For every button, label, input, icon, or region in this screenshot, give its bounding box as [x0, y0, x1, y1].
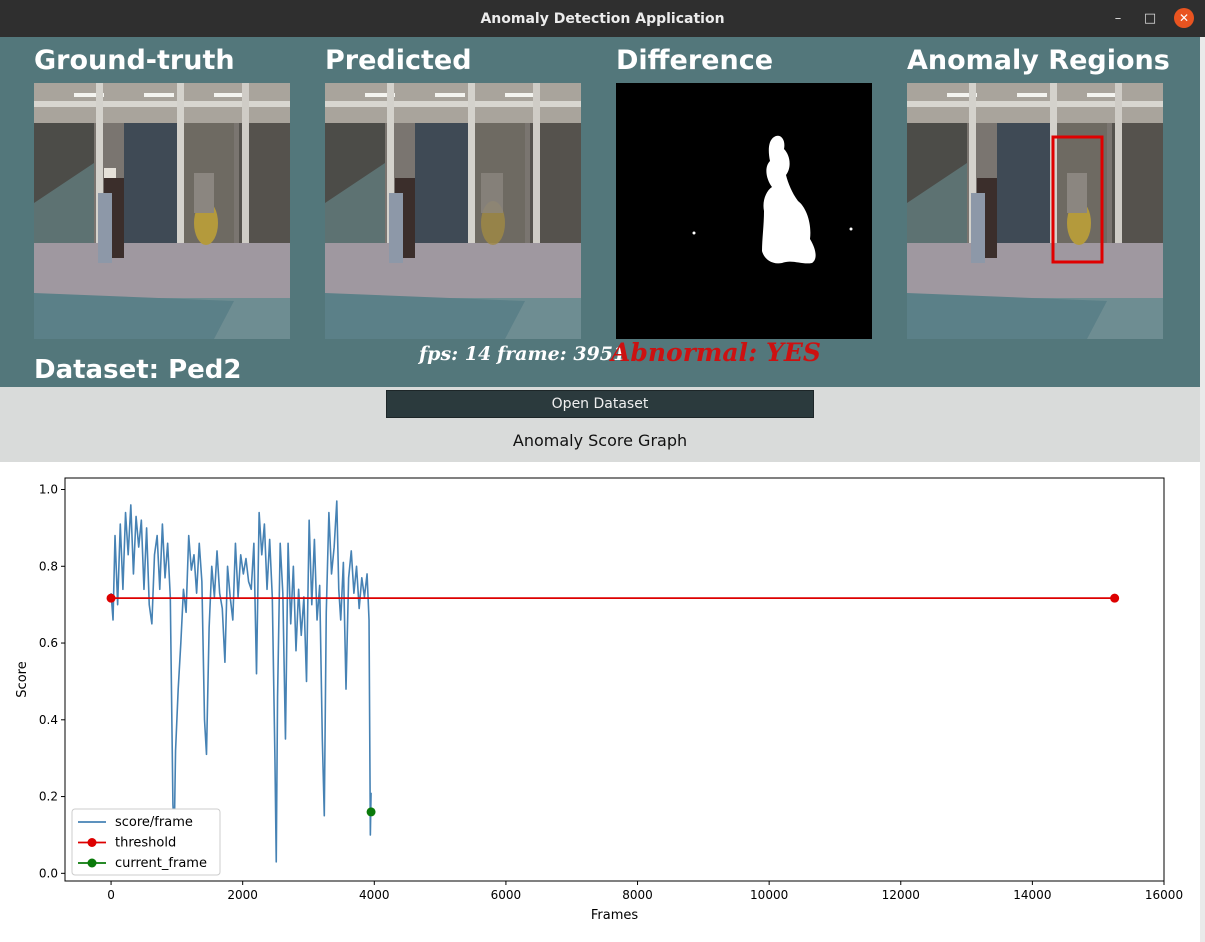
- x-tick-label: 10000: [750, 888, 788, 902]
- anomaly-scene-image: [907, 83, 1163, 339]
- ground-truth-title: Ground-truth: [34, 45, 235, 76]
- y-axis-label: Score: [15, 661, 30, 697]
- fps-readout: fps: 14: [419, 343, 492, 365]
- y-tick-label: 0.4: [39, 713, 58, 727]
- x-tick-label: 6000: [491, 888, 522, 902]
- legend-label: score/frame: [115, 815, 193, 830]
- threshold-point: [1110, 593, 1120, 603]
- current-frame-point: [366, 807, 376, 817]
- x-tick-label: 2000: [227, 888, 258, 902]
- maximize-icon[interactable]: □: [1143, 10, 1157, 26]
- window-title: Anomaly Detection Application: [480, 10, 725, 27]
- abnormal-status: Abnormal: YES: [611, 338, 821, 367]
- y-tick-label: 0.6: [39, 636, 58, 650]
- anomaly-bounding-box: [1051, 135, 1104, 264]
- x-tick-label: 12000: [882, 888, 920, 902]
- score-series-line: [110, 500, 372, 863]
- threshold-point: [106, 593, 116, 603]
- legend-marker: [87, 838, 97, 847]
- legend-label: threshold: [115, 836, 176, 851]
- y-tick-label: 0.8: [39, 559, 58, 573]
- x-tick-label: 4000: [359, 888, 390, 902]
- open-dataset-button[interactable]: Open Dataset: [386, 390, 814, 418]
- frame-readout: frame: 3951: [497, 343, 627, 365]
- x-axis-label: Frames: [591, 908, 639, 923]
- y-tick-label: 1.0: [39, 483, 58, 497]
- anomaly-regions-title: Anomaly Regions: [907, 45, 1170, 76]
- difference-title: Difference: [616, 45, 774, 76]
- ground-truth-frame: [34, 83, 290, 339]
- predicted-frame: [325, 83, 581, 339]
- predicted-scene-image: [325, 83, 581, 339]
- x-tick-label: 14000: [1013, 888, 1051, 902]
- plot-frame: [64, 477, 1165, 882]
- close-icon[interactable]: ✕: [1174, 8, 1194, 28]
- scene-image: [34, 83, 290, 339]
- controls-bar: Open Dataset Anomaly Score Graph: [0, 387, 1200, 462]
- dataset-label: Dataset: Ped2: [34, 355, 242, 385]
- chart-svg: 0 2000 4000 6000 8000 10000 12000 14000 16000 0.0…: [15, 477, 1183, 923]
- graph-title: Anomaly Score Graph: [512, 431, 688, 450]
- window-titlebar: Anomaly Detection Application – □ ✕: [0, 0, 1205, 37]
- window-edge: [1200, 37, 1205, 942]
- x-tick-label: 16000: [1145, 888, 1183, 902]
- legend-box: [71, 808, 221, 876]
- x-tick-label: 0: [107, 888, 115, 902]
- difference-mask-image: [616, 83, 872, 339]
- legend-label: current_frame: [115, 856, 207, 871]
- predicted-title: Predicted: [325, 45, 472, 76]
- x-tick-label: 8000: [622, 888, 653, 902]
- minimize-icon[interactable]: –: [1114, 10, 1122, 26]
- y-tick-label: 0.0: [39, 866, 58, 880]
- anomaly-score-chart: 0 2000 4000 6000 8000 10000 12000 14000 16000 0.0…: [0, 462, 1200, 942]
- difference-frame: [616, 83, 872, 339]
- video-panel: Ground-truth Predicted Difference Anomal…: [0, 37, 1200, 387]
- y-tick-label: 0.2: [39, 790, 58, 804]
- legend-marker: [87, 858, 97, 868]
- anomaly-regions-frame: [907, 83, 1163, 339]
